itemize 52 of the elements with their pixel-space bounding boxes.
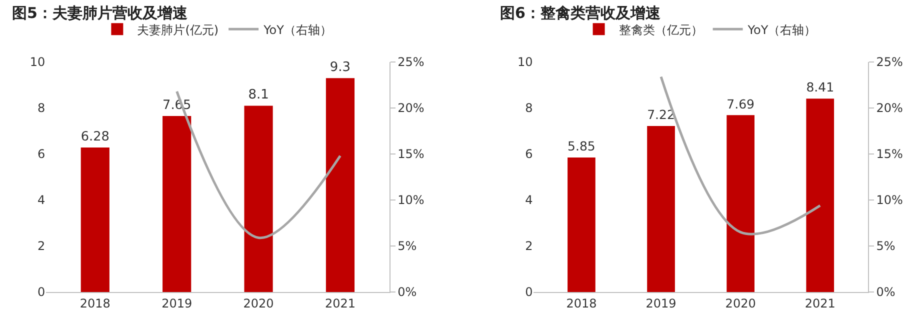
x-tick-label: 2021 bbox=[804, 296, 836, 310]
y-tick-label: 10 bbox=[517, 55, 533, 70]
x-tick-label: 2019 bbox=[162, 296, 192, 310]
x-tick-label: 2018 bbox=[566, 296, 597, 310]
legend-label: YoY（右轴） bbox=[746, 22, 816, 37]
y-tick-label: 4 bbox=[37, 193, 46, 208]
bar bbox=[80, 148, 110, 292]
y2-tick-label: 5% bbox=[398, 239, 417, 254]
bar bbox=[244, 106, 273, 292]
y-tick-label: 10 bbox=[30, 55, 46, 70]
y2-tick-label: 25% bbox=[398, 55, 424, 70]
y-tick-label: 2 bbox=[37, 239, 46, 254]
y2-tick-label: 15% bbox=[876, 147, 903, 162]
y-tick-label: 2 bbox=[525, 239, 533, 254]
y2-tick-label: 20% bbox=[876, 101, 903, 116]
data-label: 6.28 bbox=[80, 130, 110, 145]
legend-label: YoY（右轴） bbox=[262, 22, 332, 37]
y2-tick-label: 0% bbox=[398, 285, 417, 300]
chart-title: 图6：整禽类营收及增速 bbox=[500, 4, 662, 22]
y-tick-label: 4 bbox=[525, 193, 533, 208]
bar bbox=[568, 157, 596, 292]
y2-tick-label: 10% bbox=[398, 193, 424, 208]
data-label: 7.69 bbox=[726, 96, 755, 112]
bar bbox=[326, 78, 355, 292]
x-tick-label: 2021 bbox=[324, 296, 356, 310]
data-label: 9.3 bbox=[330, 60, 351, 76]
chart-title: 图5：夫妻肺片营收及增速 bbox=[12, 4, 188, 22]
y2-tick-label: 25% bbox=[876, 55, 903, 70]
x-tick-label: 2020 bbox=[725, 296, 756, 310]
y-tick-label: 6 bbox=[37, 147, 46, 162]
y2-tick-label: 10% bbox=[876, 193, 903, 208]
bar bbox=[806, 98, 834, 292]
x-tick-label: 2019 bbox=[646, 296, 676, 310]
legend-label: 夫妻肺片(亿元) bbox=[137, 22, 219, 37]
bar bbox=[162, 116, 192, 292]
data-label: 8.1 bbox=[248, 88, 269, 103]
data-label: 8.41 bbox=[806, 80, 834, 95]
y-tick-label: 8 bbox=[525, 101, 533, 116]
bar bbox=[647, 126, 675, 292]
y-tick-label: 0 bbox=[37, 285, 46, 300]
x-tick-label: 2020 bbox=[243, 296, 274, 310]
bar bbox=[726, 115, 754, 292]
legend-label: 整禽类（亿元） bbox=[618, 22, 703, 37]
y-tick-label: 0 bbox=[525, 285, 533, 300]
data-label: 5.85 bbox=[568, 138, 596, 154]
y-tick-label: 6 bbox=[525, 147, 533, 162]
y2-tick-label: 0% bbox=[876, 285, 896, 300]
y2-tick-label: 20% bbox=[398, 101, 424, 116]
y-tick-label: 8 bbox=[37, 101, 46, 116]
y2-tick-label: 5% bbox=[876, 239, 896, 254]
x-tick-label: 2018 bbox=[80, 296, 110, 310]
y2-tick-label: 15% bbox=[398, 147, 424, 162]
